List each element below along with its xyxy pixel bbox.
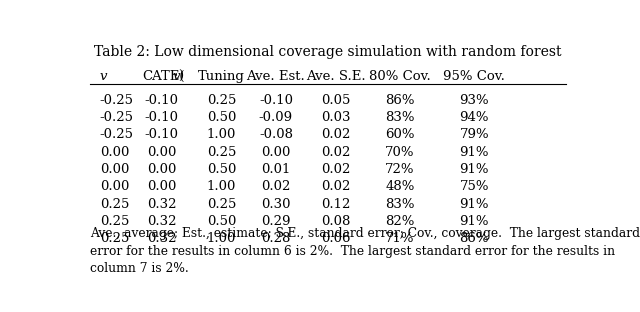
Text: 70%: 70% [385,146,415,159]
Text: 0.06: 0.06 [321,232,350,245]
Text: -0.25: -0.25 [100,111,134,124]
Text: 0.00: 0.00 [147,180,177,193]
Text: 1.00: 1.00 [207,180,236,193]
Text: 83%: 83% [385,111,415,124]
Text: 91%: 91% [460,163,489,176]
Text: 0.50: 0.50 [207,111,236,124]
Text: Ave. Est.: Ave. Est. [246,70,305,83]
Text: 0.50: 0.50 [207,163,236,176]
Text: -0.25: -0.25 [100,94,134,107]
Text: 94%: 94% [460,111,489,124]
Text: 91%: 91% [460,198,489,211]
Text: Ave. S.E.: Ave. S.E. [306,70,365,83]
Text: 80% Cov.: 80% Cov. [369,70,431,83]
Text: 1.00: 1.00 [207,232,236,245]
Text: -0.10: -0.10 [145,111,179,124]
Text: -0.08: -0.08 [259,129,293,141]
Text: Ave., average; Est., estimate; S.E., standard error; Cov., coverage.  The larges: Ave., average; Est., estimate; S.E., sta… [90,227,640,275]
Text: 0.25: 0.25 [100,215,129,228]
Text: v: v [173,70,180,83]
Text: 0.02: 0.02 [321,163,350,176]
Text: ): ) [178,70,183,83]
Text: 0.30: 0.30 [261,198,291,211]
Text: 0.08: 0.08 [321,215,350,228]
Text: 0.02: 0.02 [321,129,350,141]
Text: 0.00: 0.00 [100,180,129,193]
Text: Table 2: Low dimensional coverage simulation with random forest: Table 2: Low dimensional coverage simula… [94,45,562,59]
Text: -0.25: -0.25 [100,129,134,141]
Text: 1.00: 1.00 [207,129,236,141]
Text: 79%: 79% [460,129,489,141]
Text: 0.25: 0.25 [207,198,236,211]
Text: 60%: 60% [385,129,415,141]
Text: 86%: 86% [460,232,489,245]
Text: 0.25: 0.25 [207,146,236,159]
Text: 48%: 48% [385,180,415,193]
Text: 0.01: 0.01 [261,163,291,176]
Text: 75%: 75% [460,180,489,193]
Text: 86%: 86% [385,94,415,107]
Text: 91%: 91% [460,146,489,159]
Text: 93%: 93% [460,94,489,107]
Text: 0.25: 0.25 [207,94,236,107]
Text: CATE(: CATE( [142,70,184,83]
Text: 0.02: 0.02 [321,146,350,159]
Text: 72%: 72% [385,163,415,176]
Text: 0.00: 0.00 [261,146,291,159]
Text: 0.00: 0.00 [100,146,129,159]
Text: 0.00: 0.00 [100,163,129,176]
Text: Tuning: Tuning [198,70,244,83]
Text: 0.03: 0.03 [321,111,350,124]
Text: 95% Cov.: 95% Cov. [444,70,505,83]
Text: 0.02: 0.02 [321,180,350,193]
Text: 91%: 91% [460,215,489,228]
Text: 83%: 83% [385,198,415,211]
Text: 71%: 71% [385,232,415,245]
Text: 0.50: 0.50 [207,215,236,228]
Text: 0.32: 0.32 [147,198,177,211]
Text: 0.28: 0.28 [261,232,291,245]
Text: -0.10: -0.10 [259,94,293,107]
Text: -0.09: -0.09 [259,111,293,124]
Text: 0.12: 0.12 [321,198,350,211]
Text: 0.29: 0.29 [261,215,291,228]
Text: -0.10: -0.10 [145,94,179,107]
Text: 0.32: 0.32 [147,232,177,245]
Text: 0.02: 0.02 [261,180,291,193]
Text: 0.05: 0.05 [321,94,350,107]
Text: 0.00: 0.00 [147,163,177,176]
Text: v: v [100,70,108,83]
Text: 0.00: 0.00 [147,146,177,159]
Text: 0.32: 0.32 [147,215,177,228]
Text: 82%: 82% [385,215,415,228]
Text: -0.10: -0.10 [145,129,179,141]
Text: 0.25: 0.25 [100,198,129,211]
Text: 0.25: 0.25 [100,232,129,245]
